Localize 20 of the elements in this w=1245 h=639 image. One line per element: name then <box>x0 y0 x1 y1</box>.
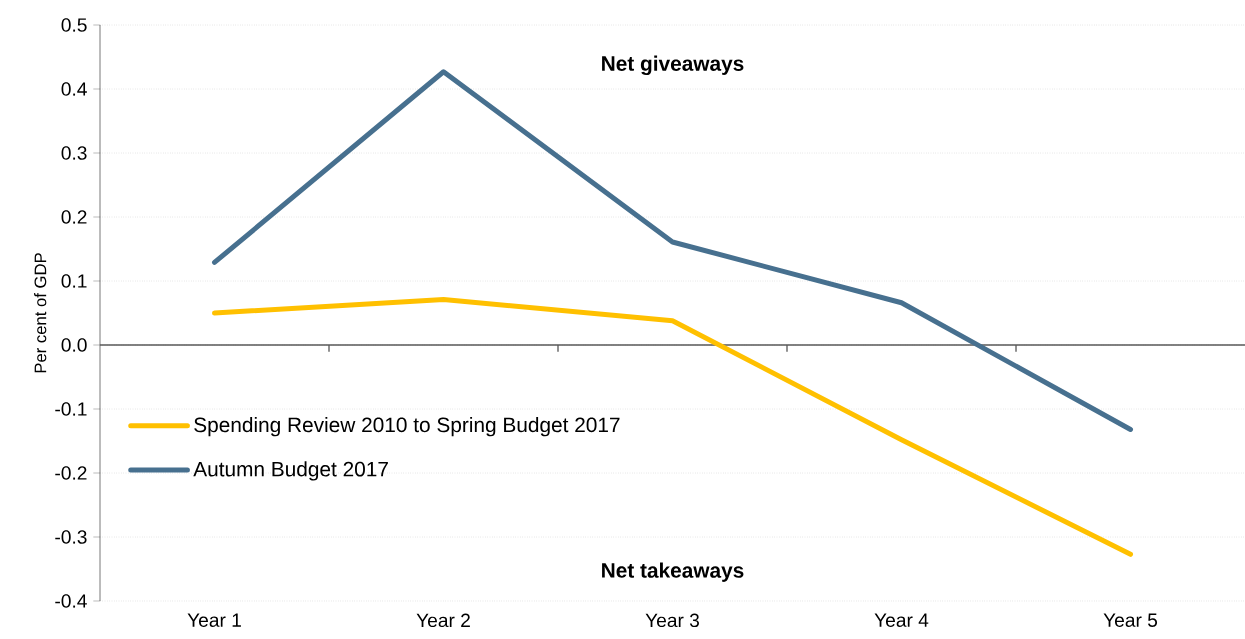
annotation: Net giveaways <box>602 55 744 76</box>
y-tick-label: 0.5 <box>61 18 87 32</box>
y-tick-label: 0.0 <box>61 338 87 352</box>
y-tick-label: 0.3 <box>61 146 87 160</box>
legend-label: Autumn Budget 2017 <box>193 461 388 481</box>
x-tick-label: Year 2 <box>416 613 470 628</box>
x-tick-label: Year 4 <box>874 613 929 627</box>
y-tick-label: -0.3 <box>55 530 87 544</box>
legend-label: Spending Review 2010 to Spring Budget 2017 <box>194 416 620 437</box>
y-tick-label: 0.4 <box>61 82 87 96</box>
y-tick-label: -0.1 <box>55 402 87 416</box>
y-axis-title: Per cent of GDP <box>34 253 47 373</box>
x-tick-label: Year 3 <box>645 613 699 628</box>
y-tick-label: 0.2 <box>61 210 87 224</box>
x-tick-label: Year 5 <box>1103 613 1158 627</box>
y-tick-label: -0.2 <box>55 466 87 480</box>
annotation: Net takeaways <box>602 562 744 582</box>
y-tick-label: 0.1 <box>61 274 87 288</box>
x-tick-label: Year 1 <box>187 613 241 627</box>
y-tick-label: -0.4 <box>55 594 87 608</box>
